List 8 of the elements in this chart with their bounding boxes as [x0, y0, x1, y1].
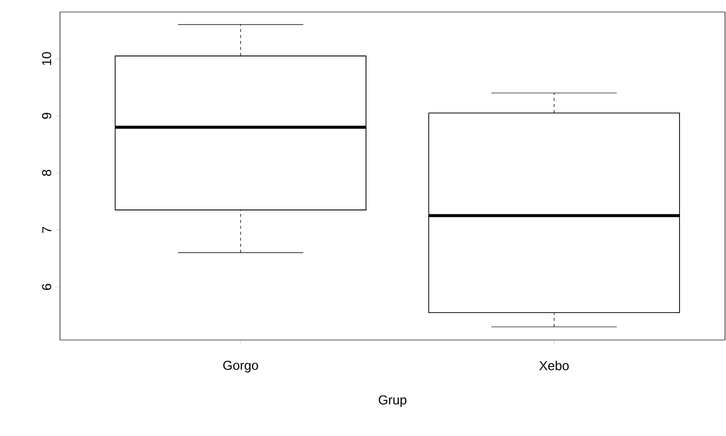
y-tick-label: 9 — [42, 112, 52, 119]
x-tick-label: Xebo — [539, 360, 569, 370]
y-tick-label: 6 — [42, 284, 52, 290]
y-tick-label: 10 — [42, 52, 52, 65]
x-axis-title: Grup — [378, 395, 406, 408]
y-tick-label: 8 — [42, 170, 52, 176]
y-tick-label: 7 — [42, 226, 52, 233]
x-tick-label: Gorgo — [223, 360, 258, 372]
